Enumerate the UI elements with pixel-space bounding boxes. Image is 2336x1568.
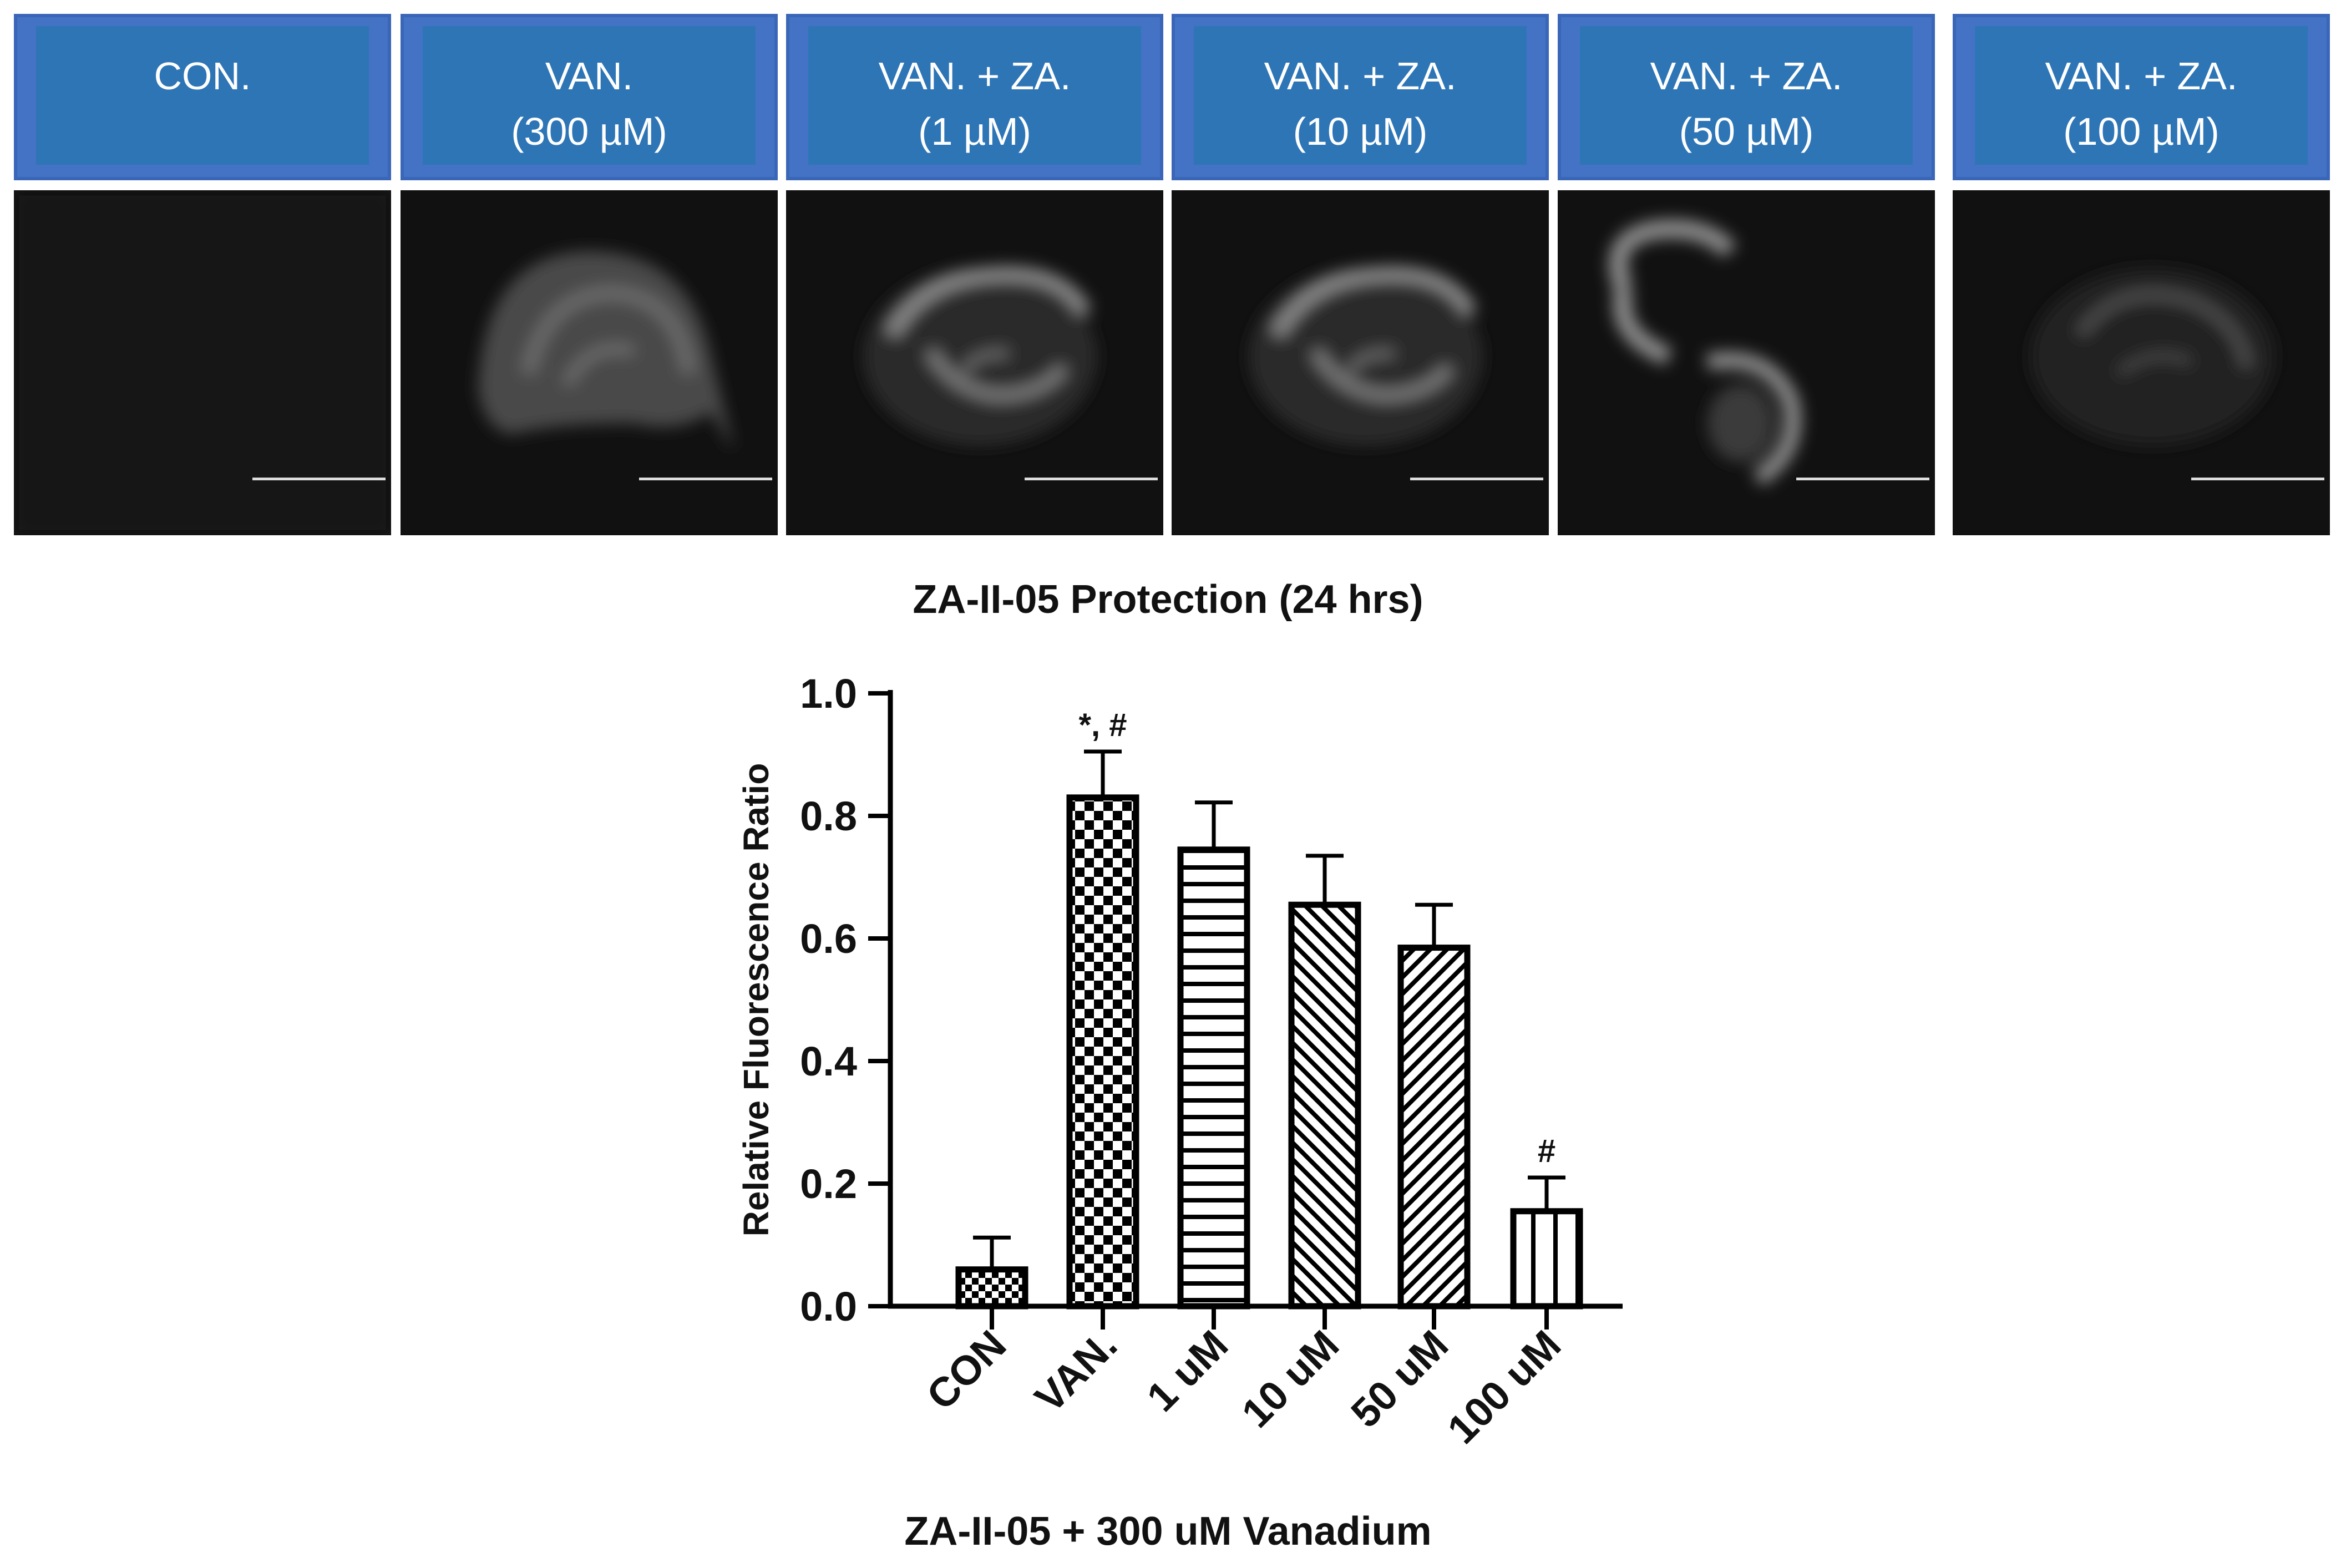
panel-label: CON. [36, 26, 369, 165]
x-category-label: 100 uM [1438, 1322, 1569, 1453]
y-tick-label: 0.8 [800, 793, 857, 839]
y-tick-label: 1.0 [800, 671, 857, 717]
panel-label: VAN. + ZA. (50 µM) [1580, 26, 1913, 165]
panel-label-line: CON. [154, 54, 251, 98]
panel-label-line: VAN. + ZA. [2045, 54, 2238, 98]
panel-column: VAN. + ZA. (1 µM) [786, 14, 1163, 538]
chart-x-axis-title: ZA-II-05 + 300 uM Vanadium [904, 1509, 1432, 1554]
micrograph-image [1558, 190, 1935, 535]
bar [1510, 1208, 1583, 1310]
panel-label-frame: CON. [14, 14, 391, 180]
bar [1066, 794, 1139, 1310]
panel-column: VAN. (300 µM) [401, 14, 778, 538]
panel-label-frame: VAN. + ZA. (100 µM) [1953, 14, 2330, 180]
bar [1288, 901, 1361, 1310]
x-category-label: CON [918, 1322, 1015, 1419]
panel-label-line: (10 µM) [1293, 110, 1428, 153]
panel-column: CON. [14, 14, 391, 538]
panel-label: VAN. + ZA. (10 µM) [1194, 26, 1527, 165]
panel-label-frame: VAN. + ZA. (10 µM) [1172, 14, 1549, 180]
micrograph-image [786, 190, 1163, 535]
panel-label: VAN. + ZA. (100 µM) [1975, 26, 2308, 165]
panel-label-frame: VAN. (300 µM) [401, 14, 778, 180]
y-tick-label: 0.4 [800, 1038, 857, 1084]
micrograph-image [401, 190, 778, 535]
panel-label-frame: VAN. + ZA. (50 µM) [1558, 14, 1935, 180]
panel-column: VAN. + ZA. (10 µM) [1172, 14, 1549, 538]
y-tick-label: 0.2 [800, 1161, 857, 1207]
panel-label-line: (50 µM) [1679, 110, 1814, 153]
panel-label: VAN. (300 µM) [423, 26, 756, 165]
significance-annotation: *, # [1078, 707, 1127, 743]
panel-label-line: (300 µM) [511, 110, 667, 153]
panel-label-line: (100 µM) [2063, 110, 2220, 153]
panel-label: VAN. + ZA. (1 µM) [808, 26, 1141, 165]
micrograph-image [1953, 190, 2330, 535]
panel-label-frame: VAN. + ZA. (1 µM) [786, 14, 1163, 180]
bar [1177, 846, 1250, 1310]
y-tick-label: 0.0 [800, 1283, 857, 1329]
panel-column: VAN. + ZA. (100 µM) [1953, 14, 2330, 538]
panel-label-line: VAN. + ZA. [878, 54, 1071, 98]
micrograph-panel-row: CON. VAN. (300 µM) VAN. + ZA. (1 µM) VAN. + Z… [14, 14, 2330, 538]
panel-label-line: VAN. + ZA. [1264, 54, 1457, 98]
micrograph-image [14, 190, 391, 535]
micrograph-image [1172, 190, 1549, 535]
chart-title: ZA-II-05 Protection (24 hrs) [913, 577, 1423, 622]
bar [955, 1266, 1028, 1310]
y-tick-label: 0.6 [800, 916, 857, 962]
panel-label-line: VAN. + ZA. [1650, 54, 1843, 98]
y-axis-title: Relative Fluorescence Ratio [736, 763, 776, 1237]
x-category-label: 10 uM [1233, 1322, 1347, 1437]
x-category-label: 1 uM [1138, 1322, 1237, 1420]
panel-label-line: VAN. [545, 54, 634, 98]
significance-annotation: # [1538, 1133, 1555, 1169]
panel-label-line: (1 µM) [918, 110, 1031, 153]
bar [1397, 945, 1471, 1310]
panel-column: VAN. + ZA. (50 µM) [1558, 14, 1935, 538]
x-category-label: VAN. [1026, 1322, 1126, 1422]
